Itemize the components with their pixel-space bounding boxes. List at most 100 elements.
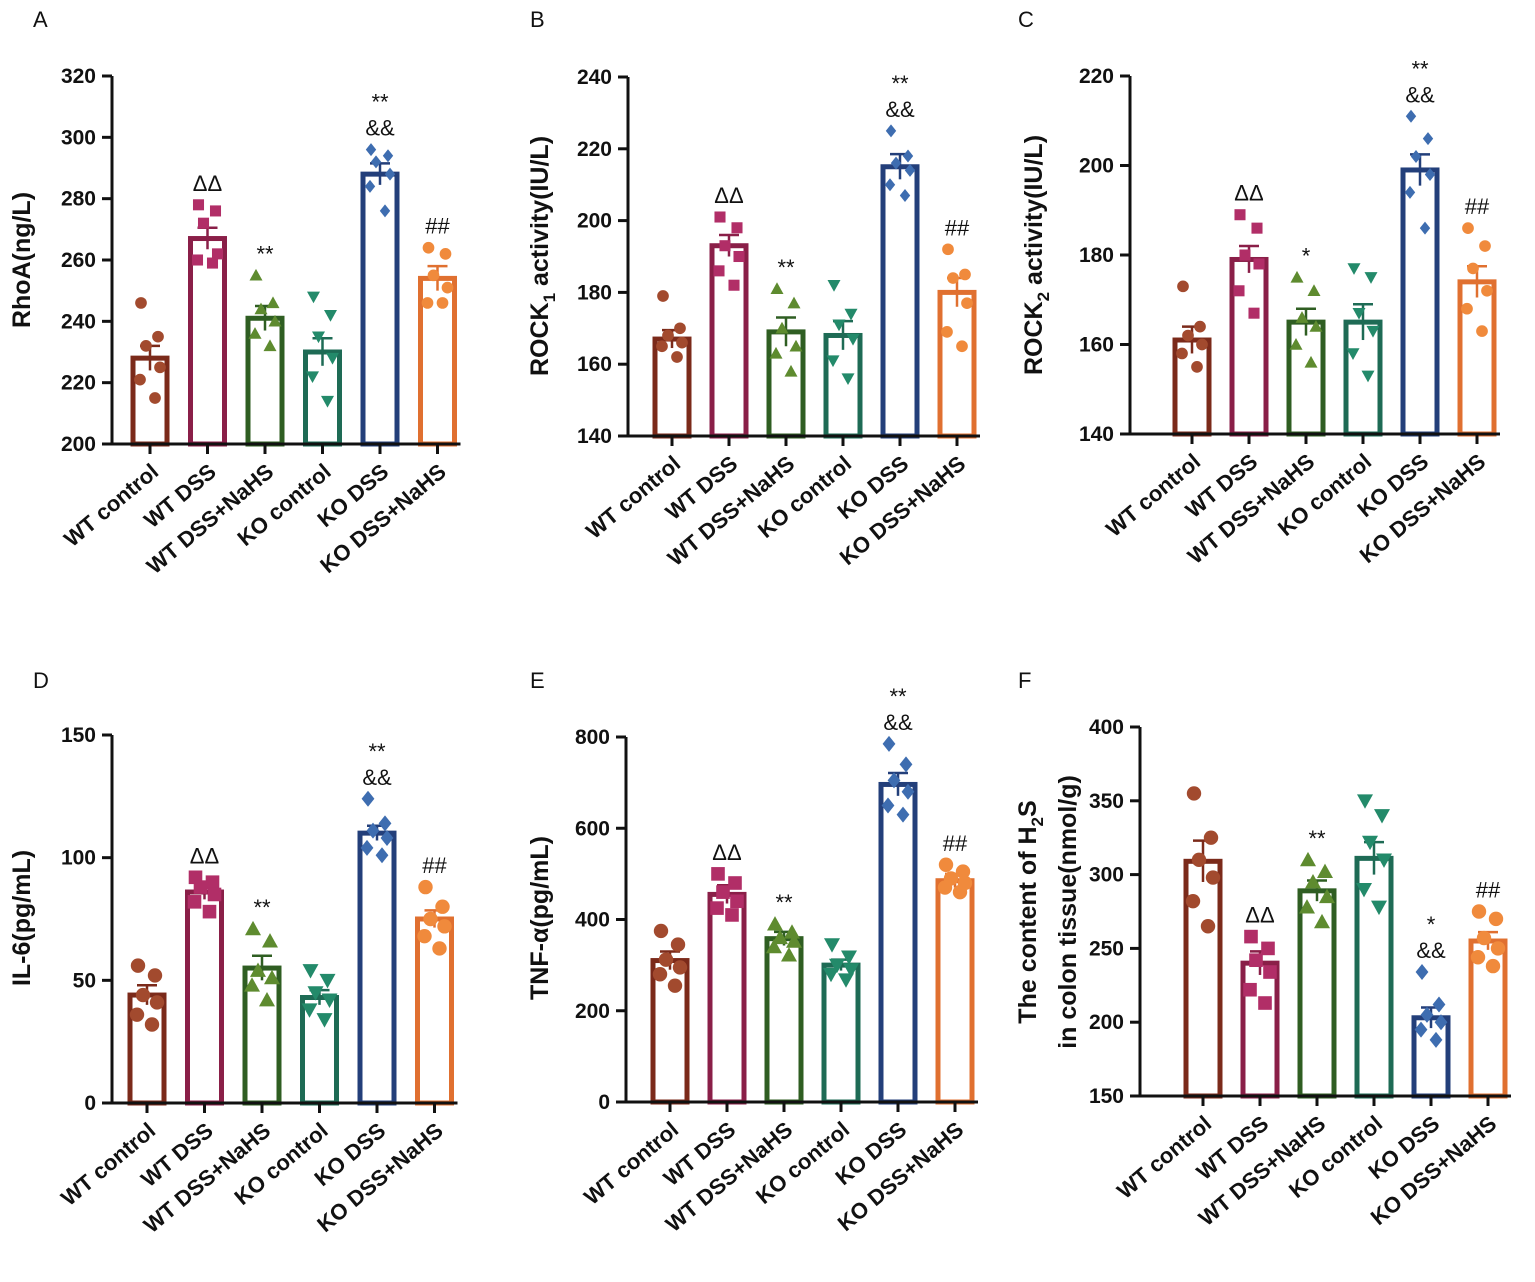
data-point bbox=[676, 336, 688, 349]
data-point bbox=[1186, 786, 1202, 801]
y-tick-label: 180 bbox=[577, 281, 612, 304]
data-point bbox=[441, 281, 454, 294]
data-point bbox=[360, 839, 374, 856]
data-point bbox=[1289, 338, 1303, 350]
data-point bbox=[832, 319, 846, 332]
data-point bbox=[1490, 941, 1506, 956]
data-point bbox=[191, 254, 204, 266]
data-point bbox=[653, 923, 669, 939]
data-point bbox=[1314, 913, 1330, 929]
significance-label: && bbox=[1405, 82, 1435, 107]
data-point bbox=[206, 257, 219, 269]
data-point bbox=[1357, 794, 1373, 809]
data-point bbox=[667, 978, 683, 993]
data-point bbox=[1194, 320, 1206, 333]
data-point bbox=[1485, 958, 1501, 974]
panel-label: F bbox=[1018, 668, 1031, 693]
data-point bbox=[1200, 919, 1216, 934]
data-point bbox=[384, 167, 396, 181]
panel-label: E bbox=[530, 668, 545, 693]
data-point bbox=[904, 163, 916, 177]
data-point bbox=[1258, 996, 1272, 1010]
data-point bbox=[1347, 263, 1361, 275]
data-point bbox=[361, 790, 375, 807]
y-axis-label: IL-6(pg/mL) bbox=[8, 850, 36, 986]
data-point bbox=[710, 901, 724, 915]
data-point bbox=[1304, 355, 1318, 368]
data-point bbox=[422, 241, 435, 254]
data-point bbox=[1467, 262, 1479, 275]
y-tick-label: 400 bbox=[575, 909, 610, 932]
data-point bbox=[1319, 888, 1335, 904]
data-point bbox=[1253, 258, 1265, 270]
data-point bbox=[319, 973, 336, 989]
panel-label: D bbox=[33, 668, 49, 693]
data-point bbox=[1300, 851, 1316, 867]
data-point bbox=[135, 987, 151, 1003]
data-point bbox=[956, 340, 968, 353]
data-point bbox=[713, 265, 725, 277]
data-point bbox=[364, 179, 376, 193]
data-point bbox=[149, 392, 161, 404]
y-tick-label: 200 bbox=[1079, 155, 1114, 178]
y-tick-label: 180 bbox=[1079, 244, 1114, 267]
data-point bbox=[955, 864, 971, 879]
data-point bbox=[307, 291, 320, 304]
y-tick-label: 200 bbox=[61, 433, 96, 456]
data-point bbox=[887, 772, 901, 789]
data-point bbox=[301, 1003, 318, 1018]
data-point bbox=[716, 885, 730, 899]
y-tick-label: 140 bbox=[1079, 423, 1114, 446]
data-point bbox=[731, 222, 743, 234]
panel-f: F 150 200 250 300 350 400 The content of H2S in … bbox=[1014, 668, 1511, 1231]
data-point bbox=[1371, 900, 1387, 916]
significance-label: && bbox=[885, 97, 915, 122]
data-point bbox=[881, 797, 895, 814]
data-point bbox=[719, 240, 731, 252]
bar-ko-dss bbox=[357, 830, 397, 1106]
data-point bbox=[370, 155, 382, 169]
panel-a: A 200 220 240 260 280 300 320 RhoA(ng/L) WT contr… bbox=[8, 7, 461, 579]
y-axis-label: TNF-α(pg/mL) bbox=[526, 836, 554, 1000]
data-point bbox=[843, 963, 859, 978]
data-point bbox=[1405, 109, 1417, 123]
significance-label: ** bbox=[256, 241, 274, 266]
data-point bbox=[941, 326, 953, 338]
data-point bbox=[1376, 853, 1392, 868]
y-tick-label: 240 bbox=[577, 66, 612, 89]
significance-label: ΔΔ bbox=[193, 171, 223, 196]
significance-label: && bbox=[362, 765, 392, 790]
data-point bbox=[187, 895, 202, 909]
data-point bbox=[786, 933, 802, 948]
data-point bbox=[656, 340, 668, 353]
data-point bbox=[1374, 809, 1390, 824]
data-point bbox=[149, 995, 165, 1010]
data-point bbox=[1243, 982, 1257, 997]
y-tick-label: 220 bbox=[577, 138, 612, 161]
y-tick-label: 800 bbox=[575, 726, 610, 749]
data-point bbox=[1362, 835, 1378, 851]
data-point bbox=[1191, 852, 1207, 868]
data-point bbox=[147, 968, 163, 983]
data-point bbox=[772, 929, 788, 945]
data-point bbox=[885, 124, 897, 138]
data-point bbox=[1346, 348, 1360, 360]
data-point bbox=[306, 371, 319, 384]
data-point bbox=[1356, 882, 1372, 898]
panel-label: A bbox=[33, 7, 48, 32]
data-point bbox=[1422, 132, 1434, 146]
data-point bbox=[674, 322, 686, 335]
y-tick-label: 50 bbox=[73, 969, 96, 992]
data-point bbox=[207, 887, 222, 902]
data-point bbox=[1414, 1021, 1428, 1038]
data-point bbox=[1290, 270, 1304, 283]
data-point bbox=[423, 911, 438, 927]
data-point bbox=[1415, 964, 1429, 981]
bar-ko-dss bbox=[360, 171, 400, 447]
data-point bbox=[366, 822, 380, 839]
data-point bbox=[1234, 209, 1246, 221]
data-point bbox=[826, 355, 840, 368]
data-point bbox=[1488, 911, 1504, 927]
